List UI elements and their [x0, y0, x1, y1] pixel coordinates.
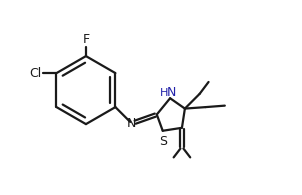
Text: S: S [159, 135, 167, 148]
Text: F: F [82, 33, 89, 46]
Text: Cl: Cl [30, 67, 42, 80]
Text: H: H [159, 88, 168, 98]
Text: N: N [127, 117, 136, 130]
Text: N: N [167, 86, 176, 99]
